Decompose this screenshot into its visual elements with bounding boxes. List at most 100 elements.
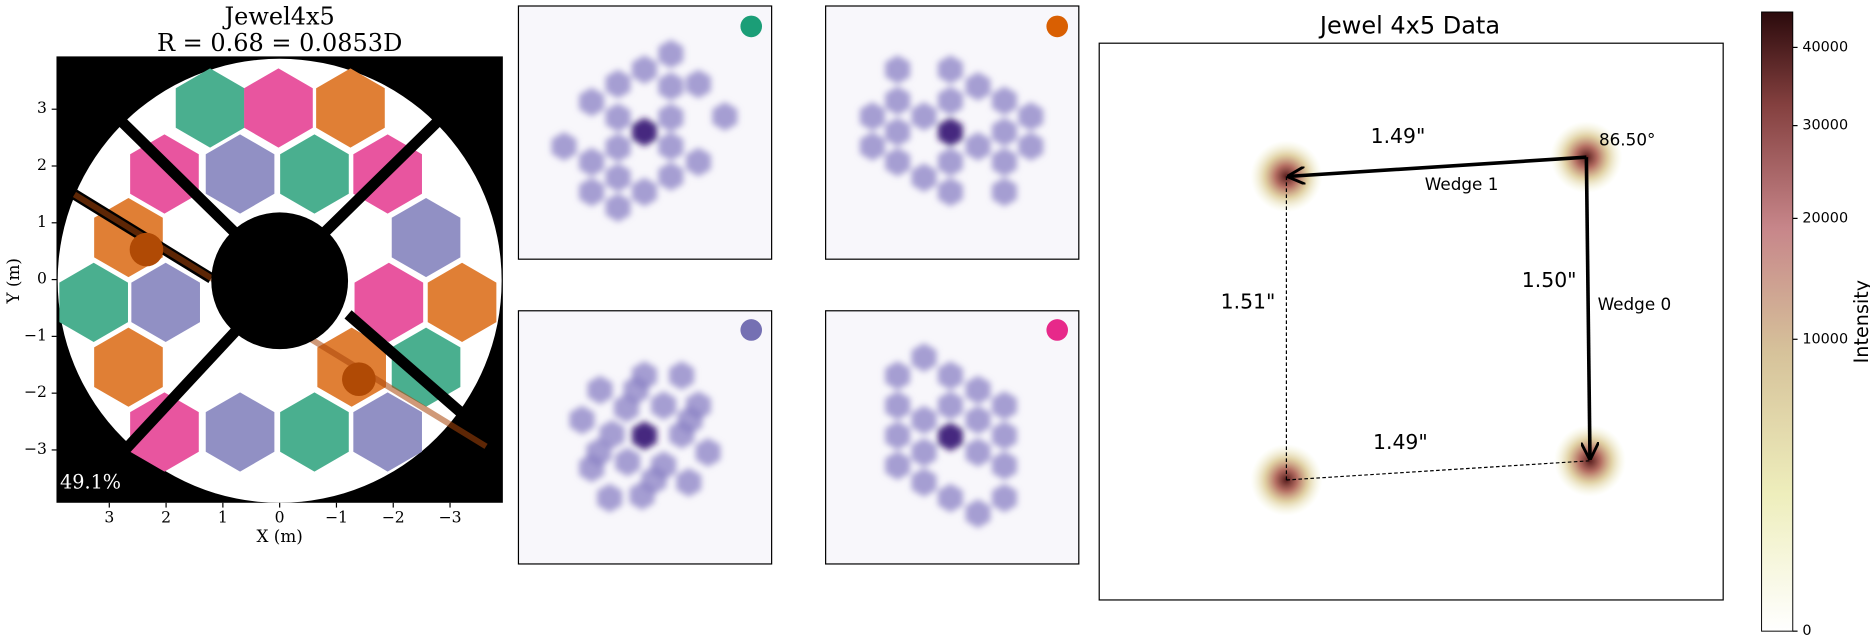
annotation: 1.49" <box>1373 430 1428 454</box>
psf-hex <box>991 391 1017 420</box>
y-tick-label: −2 <box>24 383 47 401</box>
psf-hex <box>658 131 684 161</box>
psf-hex <box>911 405 937 435</box>
psf-hex <box>991 86 1017 116</box>
annotation: 1.49" <box>1371 124 1426 148</box>
psf-hex <box>629 481 655 510</box>
psf-hex <box>937 147 963 177</box>
segment <box>130 392 199 472</box>
psf-dot <box>740 319 763 341</box>
psf-hex <box>859 131 885 161</box>
colorbar-tick-label: 40000 <box>1802 39 1848 55</box>
colorbar-tick-label: 10000 <box>1802 331 1848 347</box>
psf-hex <box>937 361 963 390</box>
psf-hex <box>579 147 605 177</box>
psf-hex <box>677 405 703 435</box>
annotation: Wedge 0 <box>1598 294 1672 314</box>
subtitle: R = 0.68 = 0.0853D <box>157 29 402 57</box>
title: Jewel4x5 <box>222 2 335 30</box>
psf-hex <box>605 103 631 132</box>
psf-hex <box>885 147 911 177</box>
psf-hex <box>1018 101 1044 131</box>
marker <box>129 232 164 267</box>
spot <box>1553 424 1626 497</box>
psf-hex <box>991 421 1017 450</box>
psf-hex <box>937 177 963 207</box>
x-tick-label: −3 <box>439 508 462 526</box>
psf-hex <box>937 422 963 452</box>
colorbar-tick-label: 0 <box>1802 623 1811 639</box>
annotation: 1.50" <box>1522 268 1577 292</box>
psf-hex <box>695 437 721 467</box>
y-tick-label: 3 <box>37 99 47 117</box>
psf-hex <box>579 87 605 117</box>
psf-hex <box>651 391 677 420</box>
psf-hex <box>859 101 885 131</box>
psf-hex <box>587 375 613 405</box>
psf-hex <box>885 117 911 147</box>
psf-hex <box>965 71 991 101</box>
annotation: 49.1% <box>60 471 121 494</box>
psf-hex <box>631 421 657 450</box>
obscuration <box>211 212 349 350</box>
colorbar <box>1761 11 1794 632</box>
x-tick-label: 3 <box>104 508 114 526</box>
psf-hex <box>991 117 1017 147</box>
segment <box>391 197 461 278</box>
psf-hex <box>937 391 963 420</box>
x-tick-label: 1 <box>218 508 228 526</box>
psf-hex <box>605 69 631 99</box>
data-panel: Jewel 4x5 Data 1.49" Wedge 1 86.50° 1.51… <box>1098 11 1870 639</box>
psf-hex <box>911 467 937 497</box>
x-tick-label: 0 <box>275 508 285 526</box>
segment <box>280 134 349 214</box>
psf-hex <box>676 467 702 497</box>
data-frame <box>1098 42 1724 601</box>
psf-hex <box>658 103 684 132</box>
psf-hex <box>911 101 937 131</box>
psf-hex <box>937 86 963 116</box>
segment <box>280 392 349 472</box>
title: Jewel 4x5 Data <box>1318 11 1500 39</box>
psf-hex <box>911 343 937 372</box>
psf-hex <box>885 391 911 420</box>
psf-hex <box>613 393 639 423</box>
psf-hex <box>885 421 911 450</box>
psf-hex <box>965 405 991 435</box>
marker <box>342 362 376 396</box>
psf-hex <box>991 483 1017 513</box>
arrow <box>1289 155 1587 176</box>
segment <box>205 134 275 214</box>
psf-hex <box>669 361 695 390</box>
arrow <box>1586 157 1590 458</box>
psf-hex <box>965 131 991 161</box>
psf-hex <box>605 163 631 192</box>
segment <box>391 327 461 407</box>
psf-hex <box>685 69 711 99</box>
psf-hex <box>599 419 625 449</box>
psf-dot <box>1046 15 1069 38</box>
x-tick-label: −2 <box>382 508 405 526</box>
y-tick-label: 2 <box>37 156 47 174</box>
psf-hex <box>1018 131 1044 161</box>
psf-hex <box>965 499 991 528</box>
y-tick-label: 1 <box>37 213 47 231</box>
y-tick-label: 0 <box>37 270 47 288</box>
psf-dot <box>740 15 763 38</box>
psf-hex <box>605 133 631 162</box>
pupil-panel: 49.1% Jewel4x5 R = 0.68 = 0.0853D X (m) … <box>3 2 503 546</box>
psf-hex <box>965 437 991 467</box>
segment <box>205 392 275 472</box>
psf-hex <box>569 405 595 435</box>
segment <box>427 262 497 342</box>
segment <box>131 262 200 342</box>
psf-hex <box>991 147 1017 177</box>
segment <box>244 68 313 148</box>
dashed-line <box>1286 460 1591 481</box>
psf-hex <box>597 483 623 513</box>
psf-hex <box>911 163 937 192</box>
psf-hex <box>579 453 605 483</box>
psf-hex <box>885 55 911 84</box>
annotation: 1.51" <box>1221 289 1276 313</box>
